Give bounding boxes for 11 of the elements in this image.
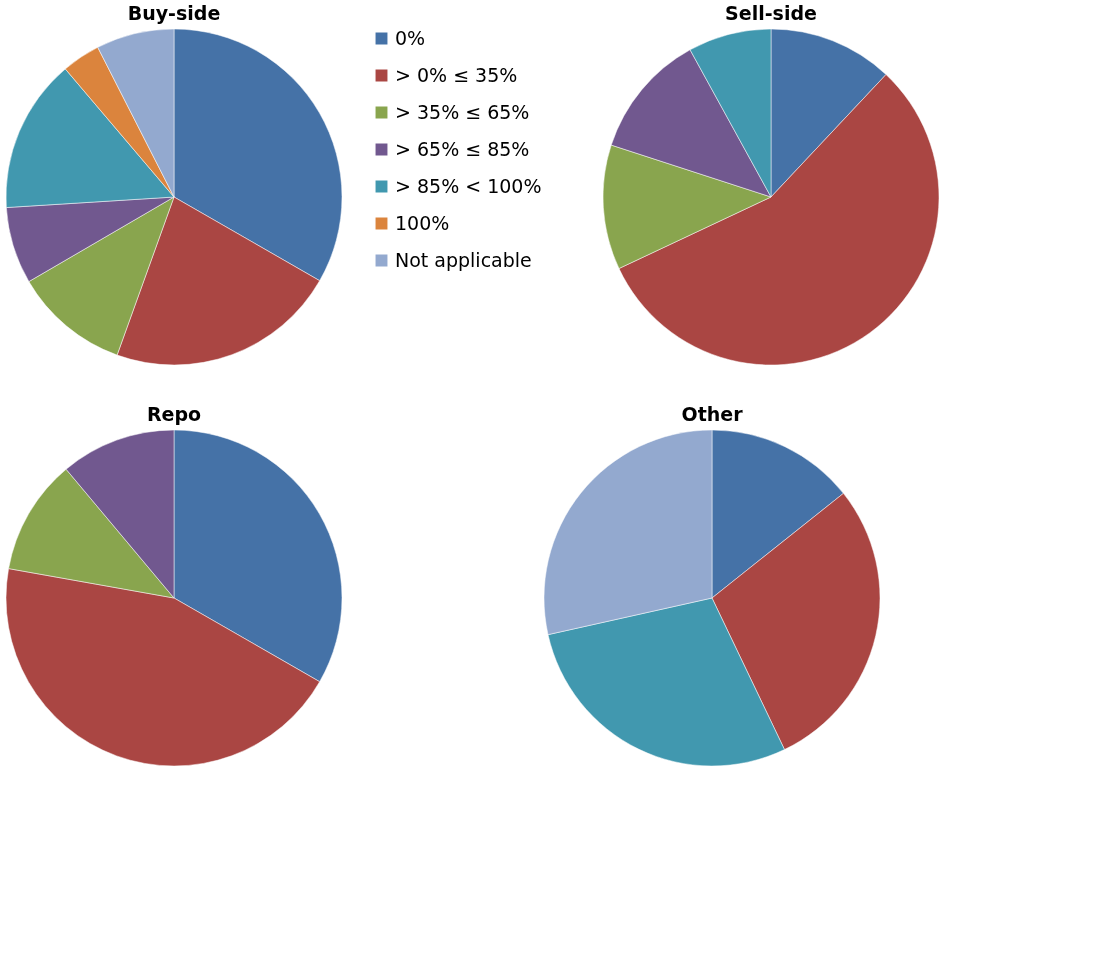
chart-title: Other (681, 403, 744, 425)
legend-label: 100% (395, 211, 450, 234)
chart-title: Buy-side (127, 2, 221, 24)
legend-label: > 0% ≤ 35% (395, 63, 518, 86)
legend-label: > 35% ≤ 65% (395, 100, 530, 123)
legend-label: 0% (395, 26, 426, 49)
legend-label: > 85% < 100% (395, 174, 542, 197)
legend-label: > 65% ≤ 85% (395, 137, 530, 160)
chart-title: Sell-side (725, 2, 817, 24)
legend-label: Not applicable (395, 248, 532, 271)
chart-title: Repo (146, 403, 202, 425)
